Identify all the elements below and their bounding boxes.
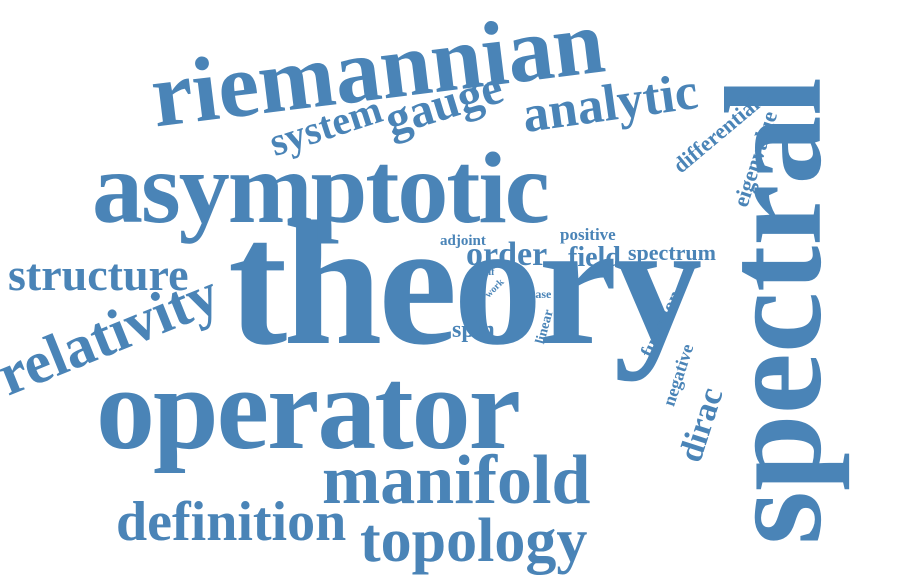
word-manifold: manifold (322, 442, 591, 519)
word-self: self (480, 267, 495, 278)
word-topology: topology (360, 507, 588, 575)
word-spin: spin (452, 317, 495, 343)
word-definition: definition (116, 491, 347, 553)
word-field: field (568, 242, 621, 273)
word-structure: structure (8, 249, 189, 300)
word-spectral: spectral (696, 77, 850, 545)
word-positive: positive (560, 225, 616, 244)
word-case: case (530, 287, 552, 301)
word-order: order (466, 236, 548, 273)
word-theory: theory (228, 184, 702, 382)
word-spectrum: spectrum (628, 240, 716, 265)
word-operator: operator (96, 343, 521, 474)
word-adjoint: adjoint (440, 233, 486, 249)
word-asymptotic: asymptotic (92, 132, 550, 245)
